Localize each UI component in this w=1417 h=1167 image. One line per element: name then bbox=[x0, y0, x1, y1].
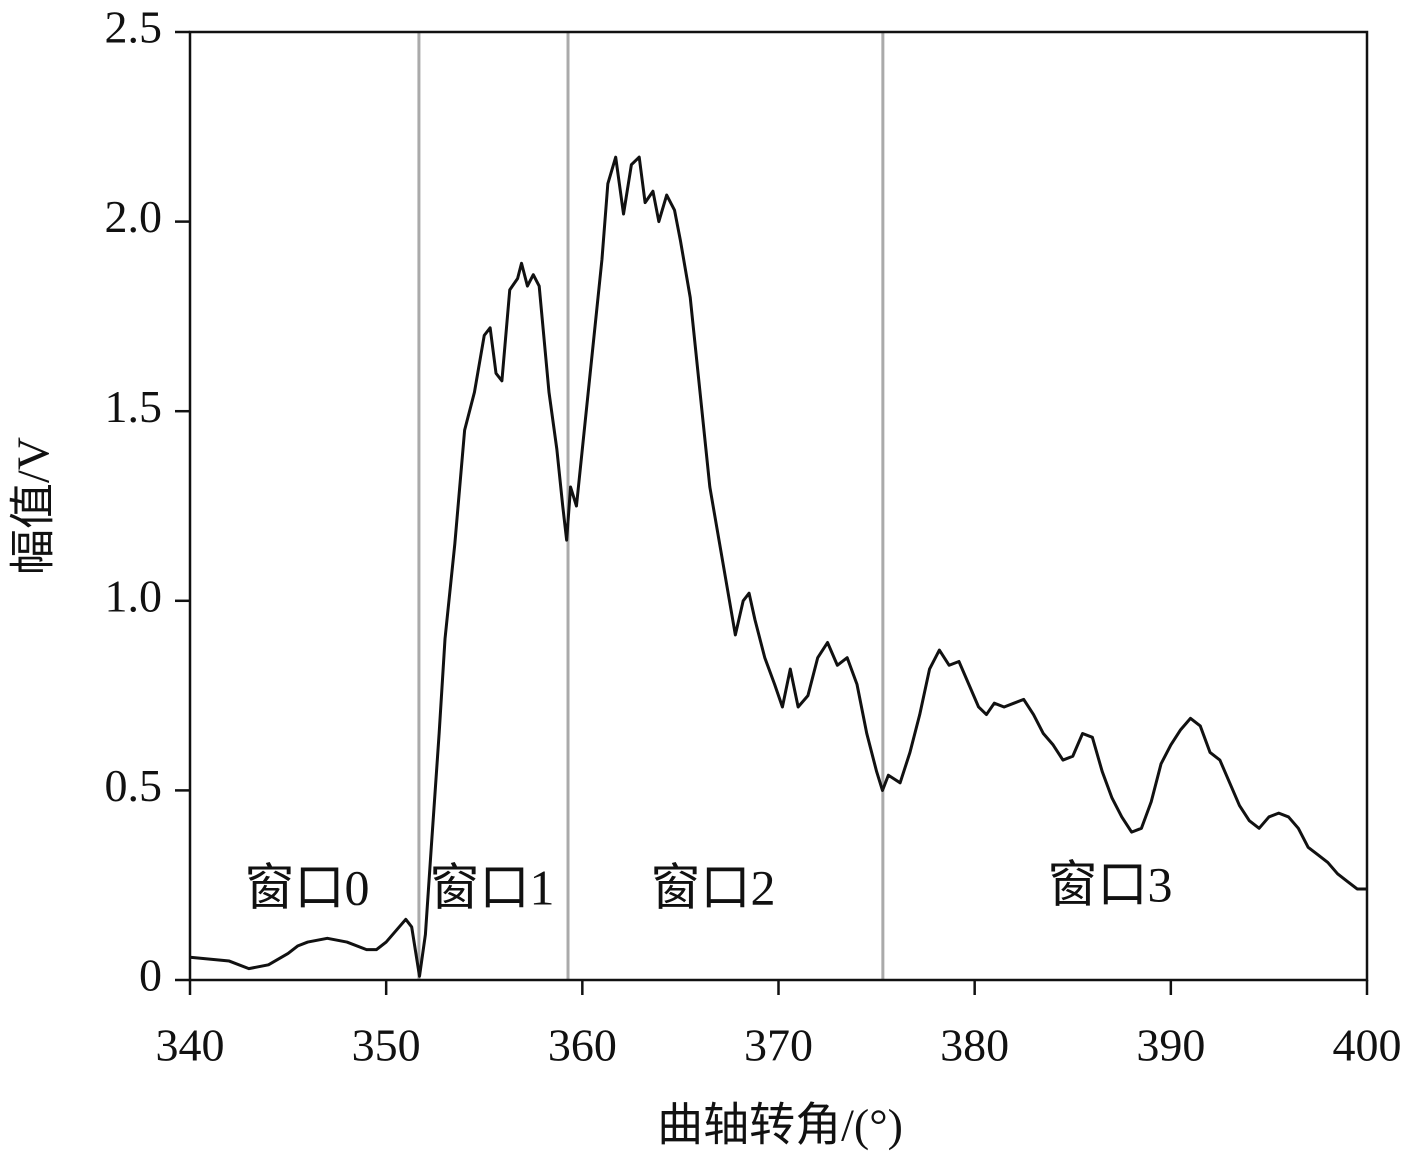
y-axis-label: 幅值/V bbox=[8, 437, 59, 575]
x-tick-label: 390 bbox=[1136, 1020, 1205, 1071]
window-label: 窗口2 bbox=[651, 859, 776, 915]
plot-frame bbox=[188, 30, 1369, 982]
x-tick-label: 370 bbox=[744, 1020, 813, 1071]
signal-line bbox=[189, 155, 1367, 978]
x-tick-label: 350 bbox=[352, 1020, 421, 1071]
window-label: 窗口0 bbox=[245, 859, 370, 915]
x-axis-label: 曲轴转角/(°) bbox=[657, 1100, 903, 1151]
window-label: 窗口3 bbox=[1048, 856, 1173, 912]
x-tick-label: 380 bbox=[940, 1020, 1009, 1071]
window-label: 窗口1 bbox=[430, 859, 555, 915]
x-tick-label: 360 bbox=[548, 1020, 617, 1071]
y-tick-label: 2.5 bbox=[105, 2, 163, 53]
y-tick-label: 0.5 bbox=[105, 760, 163, 811]
y-tick-label: 0 bbox=[139, 950, 162, 1001]
y-tick-label: 1.0 bbox=[105, 570, 163, 621]
y-tick-label: 2.0 bbox=[105, 191, 163, 242]
x-tick-label: 340 bbox=[156, 1020, 225, 1071]
y-tick-label: 1.5 bbox=[105, 381, 163, 432]
x-tick-label: 400 bbox=[1333, 1020, 1402, 1071]
